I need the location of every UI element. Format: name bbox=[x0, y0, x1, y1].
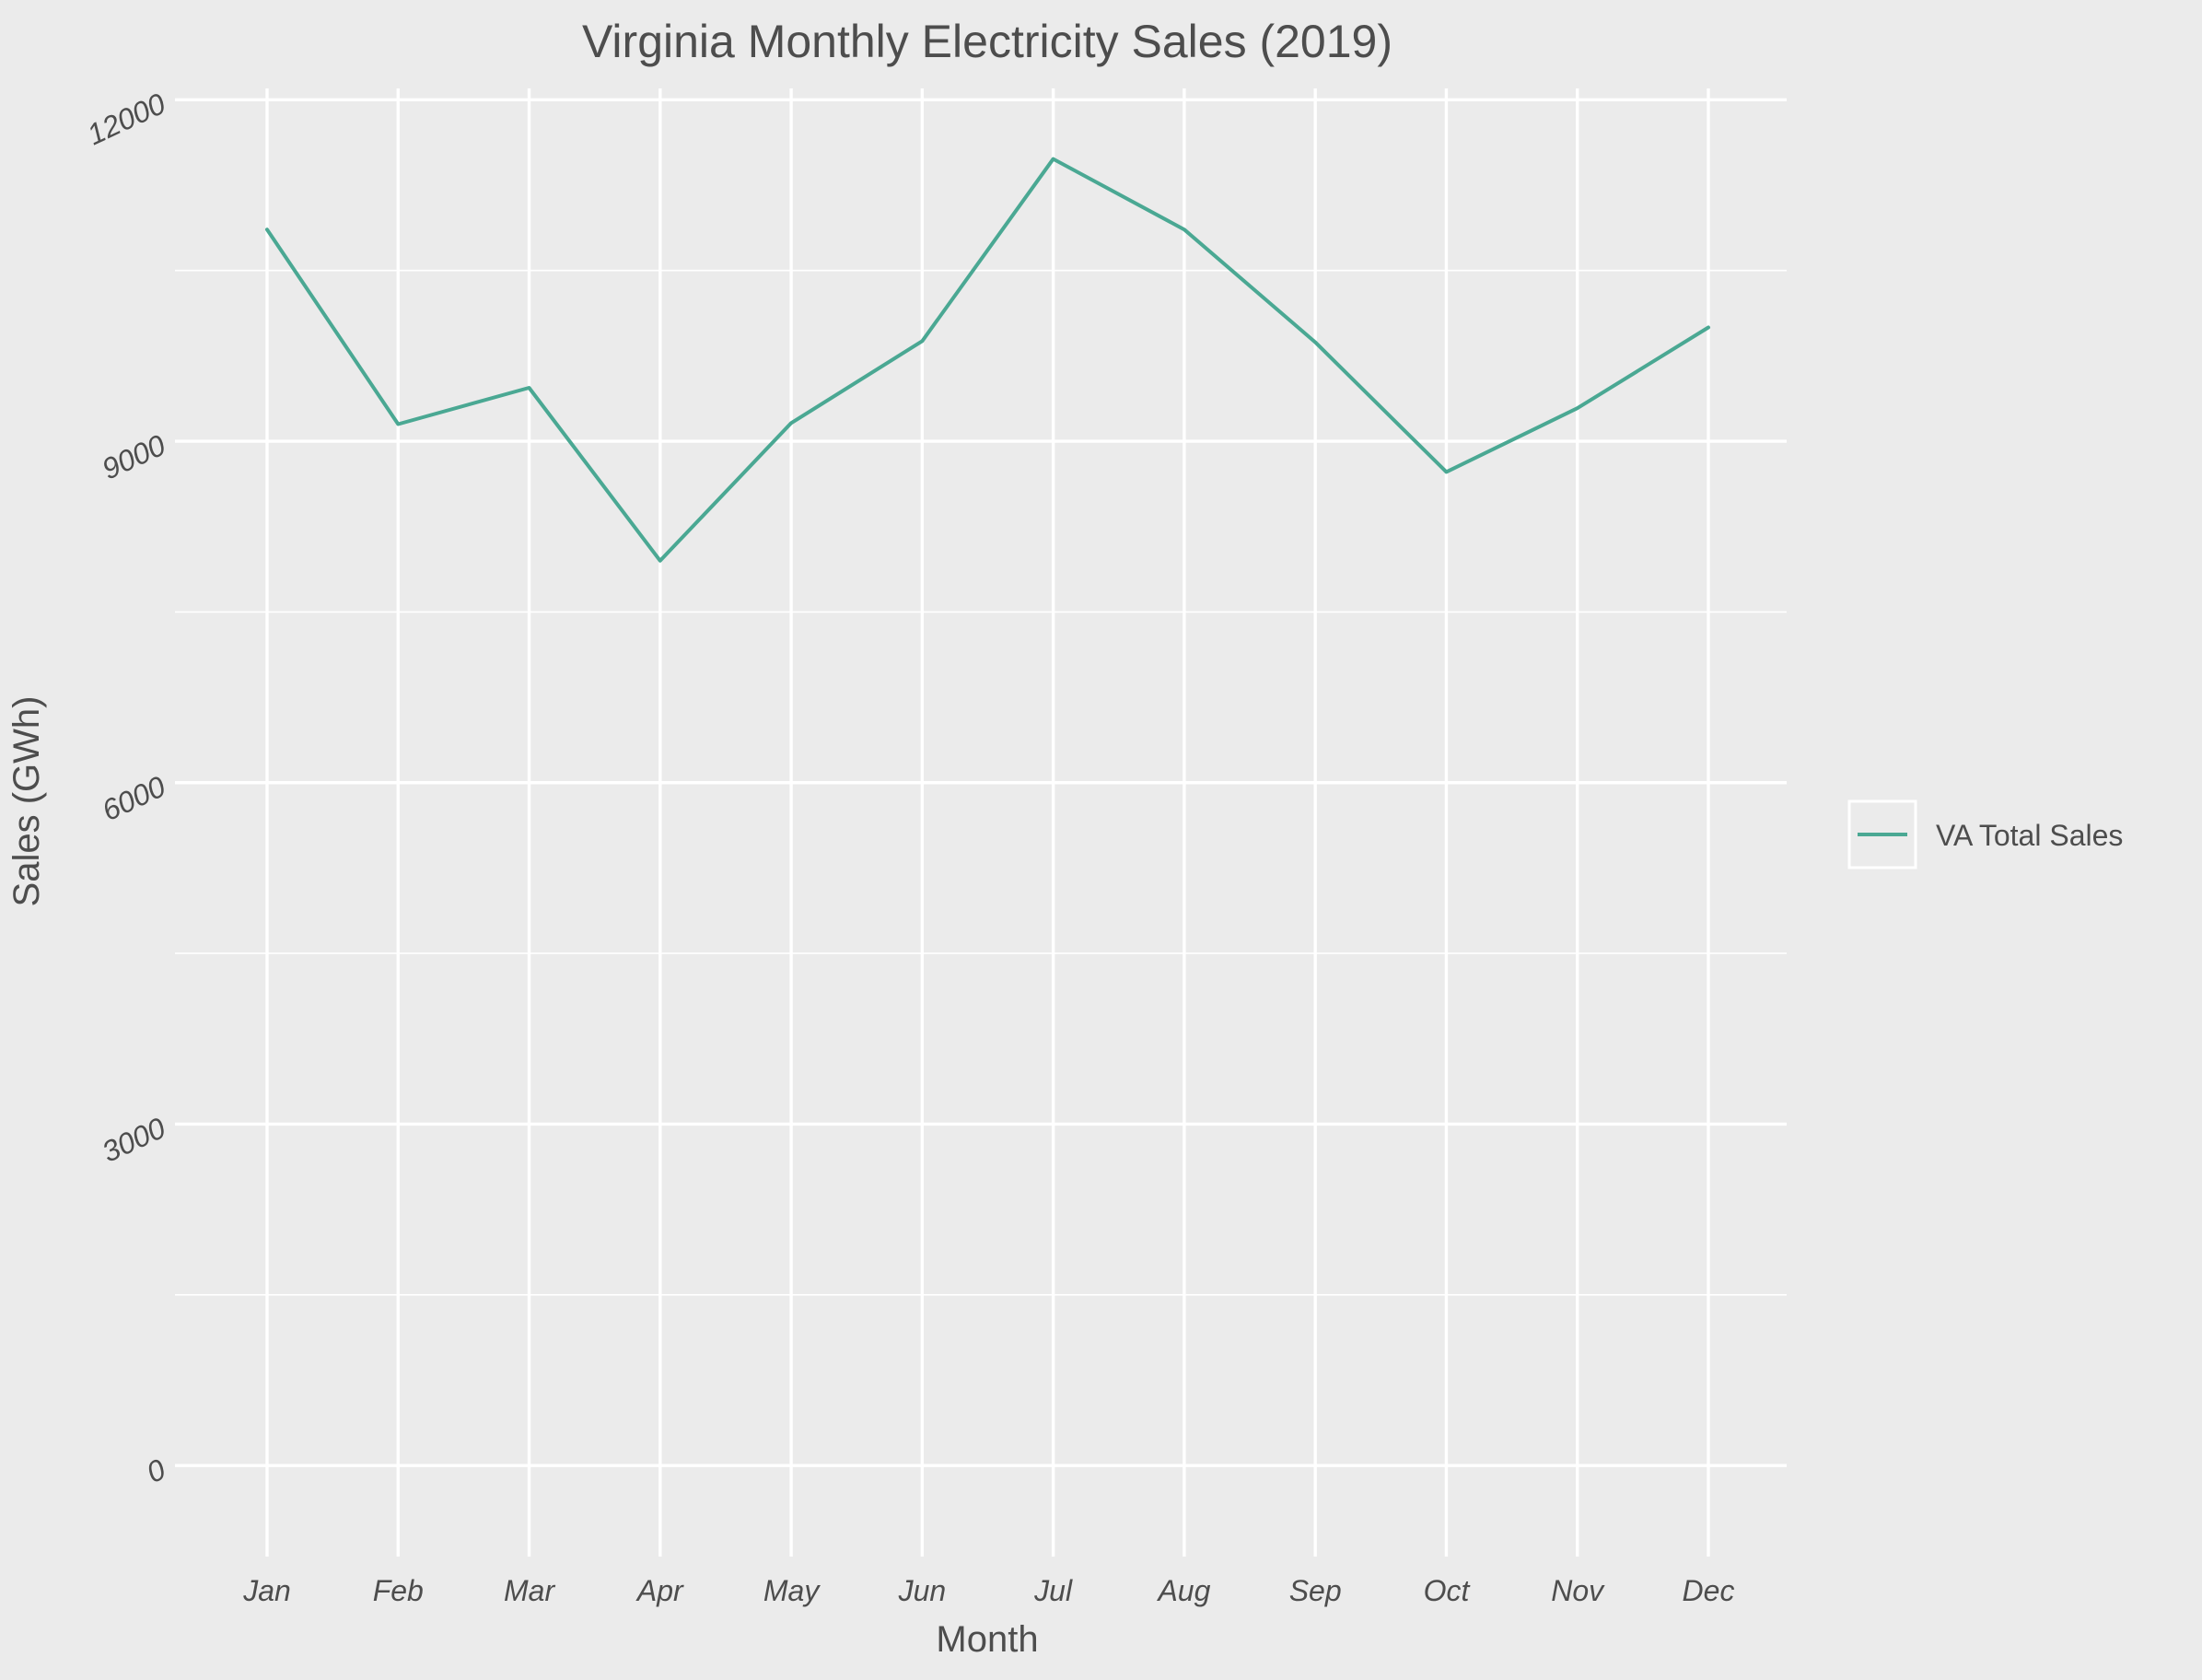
x-axis-title: Month bbox=[936, 1619, 1038, 1660]
series-layer bbox=[265, 157, 1710, 563]
x-tick-label: Jul bbox=[1033, 1574, 1073, 1607]
x-tick-label: Jun bbox=[898, 1574, 947, 1607]
legend-label: VA Total Sales bbox=[1936, 819, 2123, 852]
chart-title: Virginia Monthly Electricity Sales (2019… bbox=[582, 16, 1392, 67]
x-tick-label: Nov bbox=[1551, 1574, 1605, 1607]
x-tick-label: May bbox=[763, 1574, 821, 1607]
y-axis-title: Sales (GWh) bbox=[6, 696, 47, 907]
legend: VA Total Sales bbox=[1847, 799, 2123, 869]
major-gridlines bbox=[175, 88, 1787, 1557]
x-tick-label: Jan bbox=[242, 1574, 291, 1607]
x-tick-label: Sep bbox=[1289, 1574, 1342, 1607]
minor-gridlines bbox=[175, 269, 1787, 1296]
x-tick-label: Oct bbox=[1424, 1574, 1471, 1607]
series-line bbox=[265, 157, 1710, 563]
x-tick-label: Apr bbox=[635, 1574, 684, 1607]
x-axis-tick-labels: Jan Feb Mar Apr May Jun Jul Aug Sep Oct Nov Dec bbox=[242, 1574, 1734, 1607]
x-tick-label: Mar bbox=[504, 1574, 555, 1607]
panel-background bbox=[175, 88, 1787, 1557]
x-tick-label: Dec bbox=[1683, 1574, 1735, 1607]
x-tick-label: Aug bbox=[1156, 1574, 1210, 1607]
x-tick-label: Feb bbox=[373, 1574, 424, 1607]
